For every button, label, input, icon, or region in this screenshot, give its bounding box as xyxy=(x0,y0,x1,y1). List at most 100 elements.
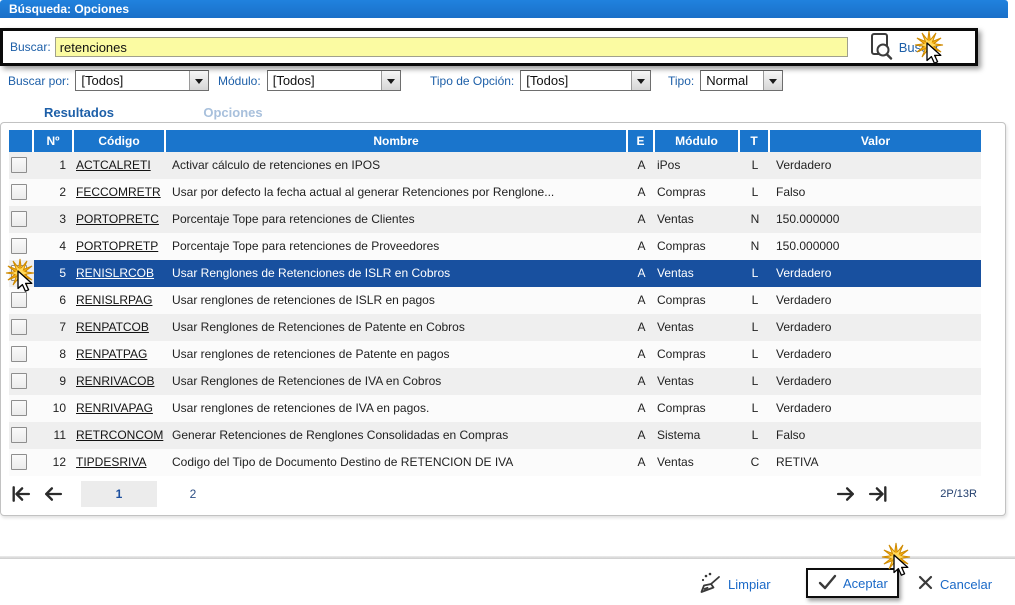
codigo-link[interactable]: PORTOPRETC xyxy=(76,212,159,226)
first-page-button[interactable] xyxy=(9,485,33,503)
row-checkbox[interactable] xyxy=(11,454,27,470)
filter-row: Buscar por: [Todos] Módulo: [Todos] Tipo… xyxy=(0,70,1015,96)
cell-nombre: Usar renglones de retenciones de ISLR en… xyxy=(172,293,435,307)
codigo-link[interactable]: ACTCALRETI xyxy=(76,158,151,172)
buscar-por-dropdown[interactable]: [Todos] xyxy=(75,70,210,91)
row-checkbox-cell xyxy=(9,179,34,206)
dialog-title: Búsqueda: Opciones xyxy=(9,2,130,16)
cell-valor: Verdadero xyxy=(776,374,832,388)
table-row[interactable]: 8 RENPATPAG Usar renglones de retenciones … xyxy=(9,341,981,368)
tipo-opcion-value: [Todos] xyxy=(526,73,569,88)
pagination-summary: 2P/13R xyxy=(940,488,977,500)
tab-opciones[interactable]: Opciones xyxy=(203,105,263,120)
cancelar-button[interactable]: Cancelar xyxy=(917,572,992,596)
tipo-opcion-dropdown[interactable]: [Todos] xyxy=(520,70,652,91)
cell-valor: Falso xyxy=(776,428,806,442)
cell-modulo: Compras xyxy=(657,347,706,361)
row-checkbox-cell xyxy=(9,368,34,395)
cell-valor: Verdadero xyxy=(776,158,832,172)
dropdown-button[interactable] xyxy=(189,71,209,90)
cell-e: A xyxy=(637,185,646,199)
cell-t: N xyxy=(750,239,760,253)
last-page-button[interactable] xyxy=(866,485,890,503)
codigo-link[interactable]: RENRIVAPAG xyxy=(76,401,153,415)
limpiar-button[interactable]: Limpiar xyxy=(698,572,771,596)
row-checkbox[interactable] xyxy=(11,211,27,227)
table-row[interactable]: 3 PORTOPRETC Porcentaje Tope para retencio… xyxy=(9,206,981,233)
cell-codigo: PORTOPRETC xyxy=(74,206,166,233)
page-2-link[interactable]: 2 xyxy=(189,487,197,501)
cell-numero: 1 xyxy=(59,158,66,172)
row-checkbox[interactable] xyxy=(11,400,27,416)
dropdown-button[interactable] xyxy=(380,71,400,90)
broom-icon xyxy=(698,571,722,598)
codigo-link[interactable]: RENPATPAG xyxy=(76,347,148,361)
aceptar-button[interactable]: Aceptar xyxy=(806,568,899,598)
row-checkbox[interactable] xyxy=(11,184,27,200)
table-row[interactable]: 9 RENRIVACOB Usar Renglones de Retenciones… xyxy=(9,368,981,395)
codigo-link[interactable]: RENRIVACOB xyxy=(76,374,155,388)
codigo-link[interactable]: RENISLRCOB xyxy=(76,266,155,280)
modulo-label: Módulo: xyxy=(218,73,261,88)
table-row[interactable]: 5 RENISLRCOB Usar Renglones de Retenciones… xyxy=(9,260,981,287)
cancelar-label: Cancelar xyxy=(940,576,993,592)
cell-numero: 10 xyxy=(52,401,66,415)
row-checkbox[interactable] xyxy=(11,346,27,362)
buscar-button[interactable]: Buscar xyxy=(898,39,940,55)
header-modulo: Módulo xyxy=(655,130,740,152)
table-row[interactable]: 6 RENISLRPAG Usar renglones de retenciones… xyxy=(9,287,981,314)
filter-buscar-por: Buscar por: [Todos] xyxy=(8,70,210,91)
table-row[interactable]: 2 FECCOMRETR Usar por defecto la fecha act… xyxy=(9,179,981,206)
cell-valor: Verdadero xyxy=(776,320,832,334)
table-row[interactable]: 12 TIPDESRIVA Codigo del Tipo de Documento… xyxy=(9,449,981,476)
search-input[interactable] xyxy=(54,37,848,57)
codigo-link[interactable]: TIPDESRIVA xyxy=(76,455,147,469)
cell-t: L xyxy=(751,401,759,415)
cell-numero: 12 xyxy=(52,455,66,469)
cell-numero: 7 xyxy=(59,320,66,334)
tipo-dropdown[interactable]: Normal xyxy=(700,70,784,91)
codigo-link[interactable]: RENPATCOB xyxy=(76,320,149,334)
table-body: 1 ACTCALRETI Activar cálculo de retencione… xyxy=(9,152,981,476)
row-checkbox-cell xyxy=(9,152,34,179)
dropdown-button[interactable] xyxy=(763,71,783,90)
x-icon xyxy=(917,574,934,594)
cell-numero: 2 xyxy=(59,185,66,199)
next-page-button[interactable] xyxy=(834,485,858,503)
cell-nombre: Activar cálculo de retenciones en IPOS xyxy=(172,158,381,172)
codigo-link[interactable]: FECCOMRETR xyxy=(76,185,161,199)
table-row[interactable]: 11 RETRCONCOM Generar Retenciones de Rengl… xyxy=(9,422,981,449)
row-checkbox[interactable] xyxy=(11,157,27,173)
filter-modulo: Módulo: [Todos] xyxy=(218,70,401,91)
cell-e: A xyxy=(637,347,646,361)
row-checkbox-cell xyxy=(9,233,34,260)
codigo-link[interactable]: RETRCONCOM xyxy=(76,428,164,442)
table-row[interactable]: 7 RENPATCOB Usar Renglones de Retenciones … xyxy=(9,314,981,341)
cell-e: A xyxy=(637,428,646,442)
codigo-link[interactable]: RENISLRPAG xyxy=(76,293,153,307)
cell-codigo: RENRIVACOB xyxy=(74,368,166,395)
page-1-current[interactable]: 1 xyxy=(81,481,157,507)
prev-page-button[interactable] xyxy=(41,485,65,503)
row-checkbox[interactable] xyxy=(11,319,27,335)
row-checkbox[interactable] xyxy=(11,427,27,443)
row-checkbox-cell xyxy=(9,260,34,287)
codigo-link[interactable]: PORTOPRETP xyxy=(76,239,159,253)
table-row[interactable]: 4 PORTOPRETP Porcentaje Tope para retencio… xyxy=(9,233,981,260)
cell-valor: Verdadero xyxy=(776,401,832,415)
modulo-dropdown[interactable]: [Todos] xyxy=(266,70,401,91)
row-checkbox[interactable] xyxy=(11,373,27,389)
search-label: Buscar: xyxy=(10,40,51,54)
row-checkbox[interactable] xyxy=(11,265,27,281)
cell-modulo: Ventas xyxy=(657,455,694,469)
row-checkbox-cell xyxy=(9,314,34,341)
table-row[interactable]: 10 RENRIVAPAG Usar renglones de retencione… xyxy=(9,395,981,422)
search-document-icon[interactable] xyxy=(868,32,894,63)
tipo-label: Tipo: xyxy=(668,73,695,88)
header-e: E xyxy=(628,130,655,152)
row-checkbox[interactable] xyxy=(11,292,27,308)
table-row[interactable]: 1 ACTCALRETI Activar cálculo de retencione… xyxy=(9,152,981,179)
dropdown-button[interactable] xyxy=(631,71,651,90)
limpiar-label: Limpiar xyxy=(728,576,771,592)
row-checkbox[interactable] xyxy=(11,238,27,254)
